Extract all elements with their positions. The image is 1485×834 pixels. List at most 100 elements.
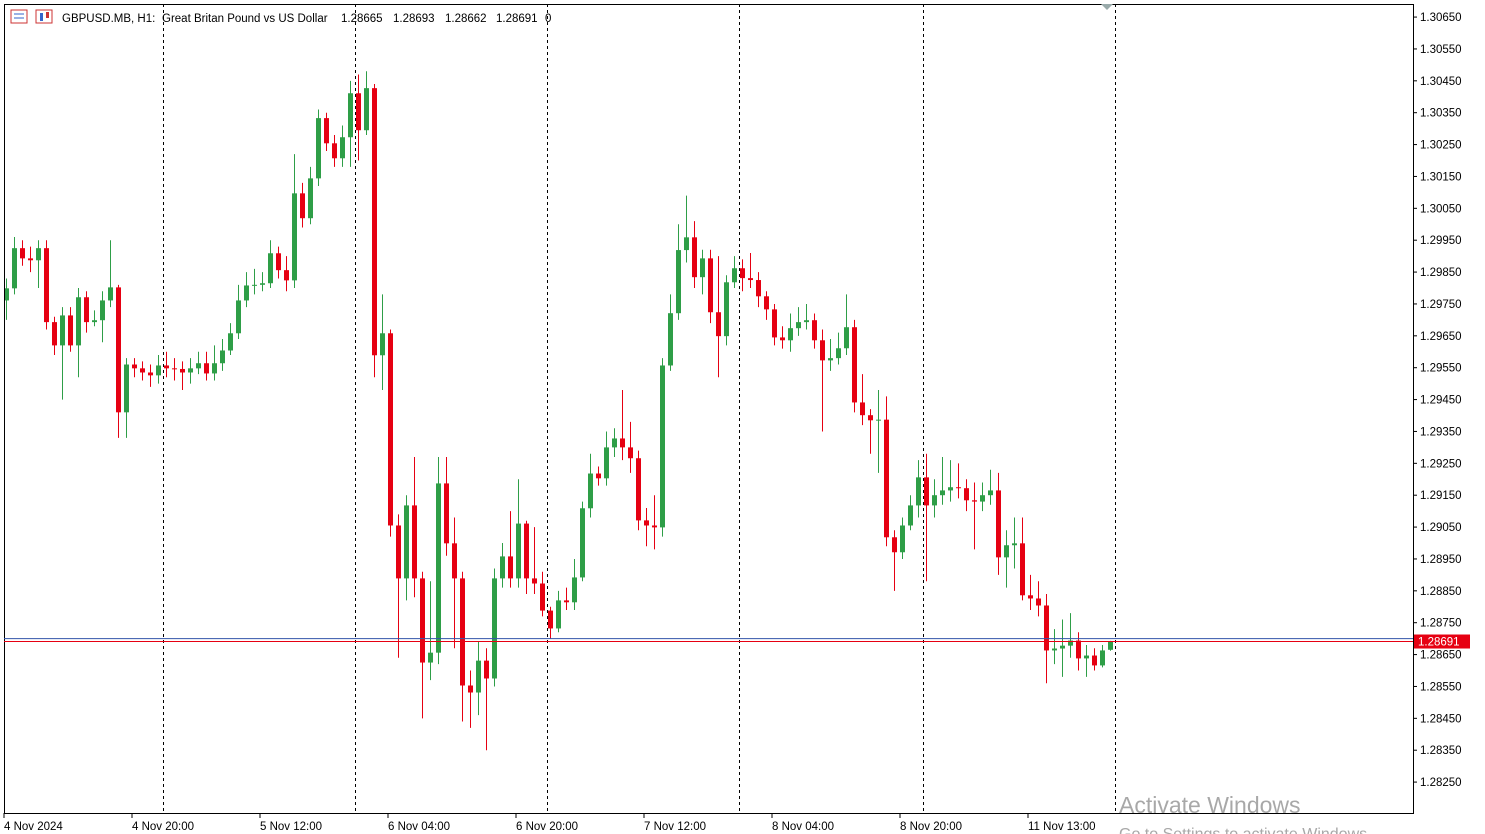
candle-body xyxy=(436,483,441,653)
candle-body xyxy=(636,458,641,521)
y-tick-label: 1.30550 xyxy=(1420,44,1462,56)
candle-body xyxy=(708,258,713,313)
candle-body xyxy=(164,365,169,369)
candle-body xyxy=(396,525,401,579)
candle-body xyxy=(52,322,57,346)
candle-body xyxy=(604,447,609,479)
candle-body xyxy=(76,297,81,346)
candle-body xyxy=(188,368,193,373)
candle-body xyxy=(12,248,17,289)
candle-body xyxy=(740,268,745,279)
candle-body xyxy=(340,137,345,159)
candle-body xyxy=(20,248,25,259)
candle-body xyxy=(276,253,281,271)
candle-body xyxy=(652,525,657,528)
candle-body xyxy=(908,505,913,526)
volume: 0 xyxy=(545,13,551,25)
candle-body xyxy=(172,368,177,370)
candle-body xyxy=(484,660,489,679)
icon xyxy=(46,12,49,18)
icon xyxy=(35,9,53,24)
candle-body xyxy=(460,578,465,686)
candle-body xyxy=(756,280,761,297)
candle-body xyxy=(884,419,889,538)
candle-body xyxy=(268,253,273,284)
candle-body xyxy=(540,583,545,611)
last-open: 1.28665 xyxy=(341,13,383,25)
candle-body xyxy=(260,283,265,285)
y-tick-label: 1.29250 xyxy=(1420,458,1462,470)
candle-body xyxy=(196,363,201,369)
y-tick-label: 1.28950 xyxy=(1420,554,1462,566)
candle-body xyxy=(692,237,697,278)
last-low: 1.28662 xyxy=(445,13,487,25)
candle-body xyxy=(292,193,297,281)
candle-body xyxy=(324,118,329,144)
candle-body xyxy=(1108,641,1113,650)
candle-body xyxy=(1036,598,1041,606)
candle-body xyxy=(668,313,673,366)
candle-body xyxy=(996,490,1001,558)
candle-body xyxy=(412,505,417,579)
candle-body xyxy=(428,652,433,663)
y-tick-label: 1.29450 xyxy=(1420,395,1462,407)
candle-body xyxy=(612,438,617,448)
y-tick-label: 1.29150 xyxy=(1420,490,1462,502)
y-tick-label: 1.30050 xyxy=(1420,203,1462,215)
x-tick-label: 7 Nov 12:00 xyxy=(644,821,706,833)
candle-body xyxy=(1052,648,1057,651)
candle-body xyxy=(644,520,649,526)
candle-body xyxy=(684,237,689,251)
candle-body xyxy=(796,322,801,329)
x-tick-label: 11 Nov 13:00 xyxy=(1028,821,1096,833)
candle-body xyxy=(476,660,481,693)
candle-body xyxy=(84,297,89,323)
candle-body xyxy=(1076,640,1081,659)
candle-body xyxy=(676,250,681,314)
candle-body xyxy=(724,282,729,337)
candle-body xyxy=(68,315,73,346)
candle-body xyxy=(972,500,977,502)
candle-body xyxy=(980,495,985,502)
candle-body xyxy=(4,288,9,301)
candle-body xyxy=(1020,543,1025,596)
candle-body xyxy=(532,578,537,584)
candle-body xyxy=(828,358,833,361)
y-tick-label: 1.28250 xyxy=(1420,777,1462,789)
candle-body xyxy=(452,543,457,579)
y-tick-label: 1.29850 xyxy=(1420,267,1462,279)
candle-body xyxy=(380,333,385,356)
y-tick-label: 1.28650 xyxy=(1420,650,1462,662)
candle-body xyxy=(556,600,561,629)
y-tick-label: 1.29550 xyxy=(1420,363,1462,375)
candle-body xyxy=(356,93,361,131)
candle-body xyxy=(204,363,209,374)
candle-body xyxy=(964,488,969,501)
icon xyxy=(40,13,43,21)
candle-body xyxy=(148,372,153,376)
y-tick-label: 1.29650 xyxy=(1420,331,1462,343)
y-tick-label: 1.28750 xyxy=(1420,618,1462,630)
candle-body xyxy=(948,487,953,491)
candle-body xyxy=(1004,545,1009,558)
candle-body xyxy=(628,447,633,459)
candle-body xyxy=(140,368,145,373)
candle-body xyxy=(940,490,945,496)
candle-body xyxy=(44,248,49,323)
y-tick-label: 1.30150 xyxy=(1420,171,1462,183)
candle-body xyxy=(852,327,857,403)
chart-title: GBPUSD.MB, H1: xyxy=(62,13,155,25)
candle-body xyxy=(780,337,785,341)
candle-body xyxy=(1028,595,1033,599)
candle-body xyxy=(924,477,929,506)
candle-body xyxy=(860,402,865,416)
y-tick-label: 1.29750 xyxy=(1420,299,1462,311)
last-close: 1.28691 xyxy=(496,13,538,25)
candle-body xyxy=(100,300,105,321)
candle-body xyxy=(1044,605,1049,651)
y-tick-label: 1.29950 xyxy=(1420,235,1462,247)
candle-body xyxy=(420,578,425,663)
y-tick-label: 1.30650 xyxy=(1420,12,1462,24)
plot-frame xyxy=(4,4,1414,814)
